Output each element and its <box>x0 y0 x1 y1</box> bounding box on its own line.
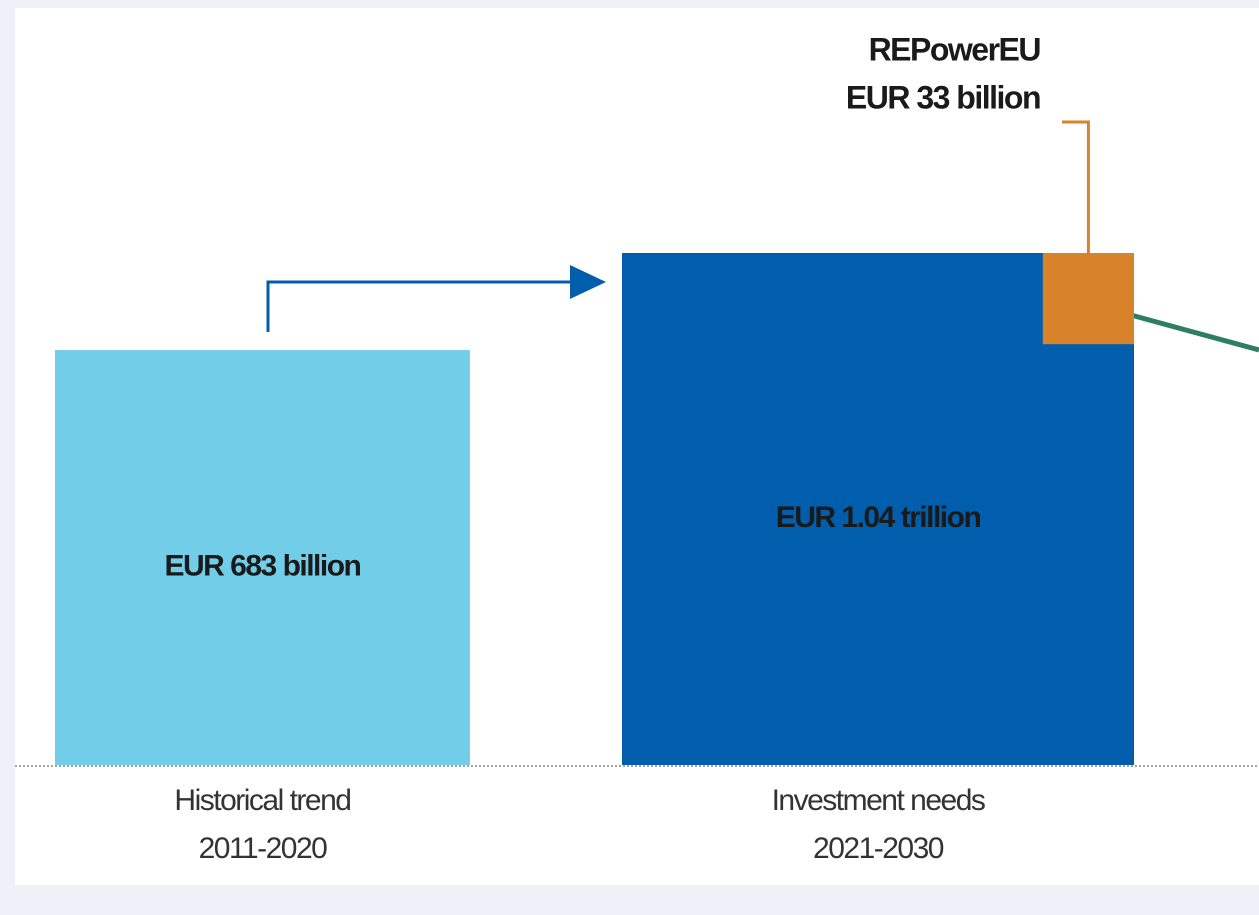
x-tick-label: Investment needs <box>772 784 985 817</box>
highlight-bar <box>1042 253 1134 345</box>
bar <box>55 350 470 765</box>
x-tick-label: 2021-2030 <box>813 832 944 865</box>
bar-label: EUR 1.04 trillion <box>776 501 981 534</box>
highlight-name: REPowerEU <box>869 31 1041 67</box>
arrow <box>266 280 585 332</box>
bar-label: EUR 683 billion <box>165 549 361 582</box>
leader-line <box>1062 120 1090 253</box>
highlight-label: EUR 33 billion <box>846 79 1040 115</box>
arrow-head <box>570 265 606 299</box>
x-tick-label: Historical trend <box>174 784 350 817</box>
pointer-line <box>1119 309 1259 353</box>
x-tick-label: 2011-2020 <box>199 832 328 865</box>
